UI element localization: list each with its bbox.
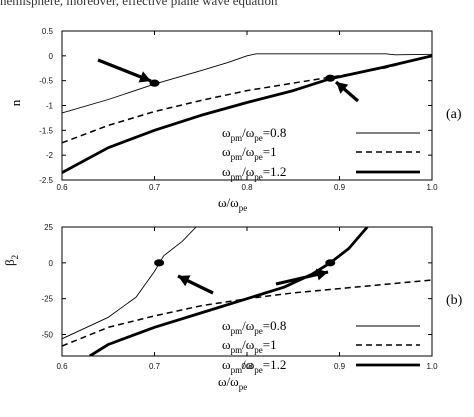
x-axis-label-main: ω/ω [218,374,239,389]
highlight-point [154,259,165,267]
x-axis-label: ω/ωpe [218,195,247,213]
legend-sub-pe: pe [254,152,263,162]
cropped-header-text: hemisphere, moreover, effective plane wa… [0,0,278,8]
x-tick-label: 1.0 [426,183,438,192]
panel-label: (b) [446,293,463,308]
y-axis-label: β2 [2,255,20,266]
highlight-point [149,79,160,87]
y-tick-label: -0.5 [39,77,53,86]
legend-omega: ω [222,357,231,372]
series-line-thick [62,54,432,174]
legend-value: =1 [263,144,277,159]
legend-sub-pe: pe [254,133,263,143]
y-tick-label: 0 [49,259,54,268]
legend-entry-label: ωpm/ωpe=0.8 [222,125,286,143]
legend-value: =1.2 [263,164,287,179]
legend-sub-pe: pe [254,172,263,182]
x-tick-label: 1.0 [426,362,438,371]
y-axis-label-main: β [2,259,17,266]
series-line-dashed [62,55,432,144]
y-tick-label: -50 [41,331,53,340]
y-tick-label: 25 [44,223,53,232]
y-tick-label: -1.5 [39,126,53,135]
x-axis-label-sub: pe [239,382,248,392]
legend-entry-label: ωpm/ωpe=0.8 [222,318,286,336]
legend-value: =1 [263,337,277,352]
legend-omega: ω [222,337,231,352]
legend-omega: ω [222,318,231,333]
x-tick-label: 0.9 [334,183,346,192]
legend-value: =1.2 [263,357,287,372]
legend-entry-label: ωpm/ωpe=1.2 [222,357,286,375]
legend-omega: ω [222,164,231,179]
x-tick-label: 0.7 [149,183,161,192]
x-tick-label: 0.6 [56,362,68,371]
highlight-point [325,74,336,82]
legend-entry-label: ωpm/ωpe=1 [222,337,277,355]
panel-label: (a) [446,107,462,122]
x-axis-label-main: ω/ω [218,195,239,210]
legend-sub-pe: pe [254,365,263,375]
legend-sub-pe: pe [254,326,263,336]
x-tick-label: 0.9 [334,362,346,371]
legend-entry-label: ωpm/ωpe=1.2 [222,164,286,182]
y-tick-label: 0 [49,52,54,61]
y-tick-label: -2.5 [39,176,53,185]
legend-sub-pm: pm [231,365,243,375]
legend-omega: ω [222,144,231,159]
x-tick-label: 0.6 [56,183,68,192]
legend-sub-pe: pe [254,345,263,355]
panel-a: 0.6 0.7 0.8 0.9 1.00.50-0.5-1-1.5-2-2.5nω/ωp… [8,27,462,213]
y-tick-label: -2 [46,151,54,160]
legend-slash-omega: /ω [242,337,255,352]
legend-sub-pm: pm [231,172,243,182]
x-axis-label: ω/ωpe [218,374,247,392]
legend-omega: ω [222,125,231,140]
pointer-arrow-head [178,275,191,287]
panel-b: 0.6 0.7 0.8 0.9 1.0250-25-50β2ω/ωpe(b)ωpm/ωp… [2,223,463,392]
x-tick-label: 0.8 [241,362,253,371]
legend-sub-pm: pm [231,345,243,355]
legend-value: =0.8 [263,318,287,333]
pointer-arrow-head [138,71,151,83]
legend-sub-pm: pm [231,133,243,143]
legend-slash-omega: /ω [242,164,255,179]
y-axis-label: n [8,99,23,106]
series-line-thin [62,227,197,340]
x-tick-label: 0.8 [241,183,253,192]
series-line-thin [62,53,432,114]
series-group [62,53,432,174]
legend-entry-label: ωpm/ωpe=1 [222,144,277,162]
series-line-thick [89,227,369,356]
pointer-arrow-head [336,82,349,94]
legend-slash-omega: /ω [242,144,255,159]
x-axis-label-sub: pe [239,203,248,213]
legend-slash-omega: /ω [242,125,255,140]
legend-value: =0.8 [263,125,287,140]
legend-slash-omega: /ω [242,318,255,333]
series-group [62,227,432,356]
y-tick-label: 0.5 [42,27,54,36]
pointer-arrow-head [315,268,328,281]
highlight-point [325,259,336,267]
legend-slash-omega: /ω [242,357,255,372]
y-tick-label: -25 [41,295,53,304]
y-tick-label: -1 [46,102,54,111]
legend-sub-pm: pm [231,326,243,336]
x-tick-label: 0.7 [149,362,161,371]
y-axis-label-sub: 2 [10,255,20,260]
legend-sub-pm: pm [231,152,243,162]
